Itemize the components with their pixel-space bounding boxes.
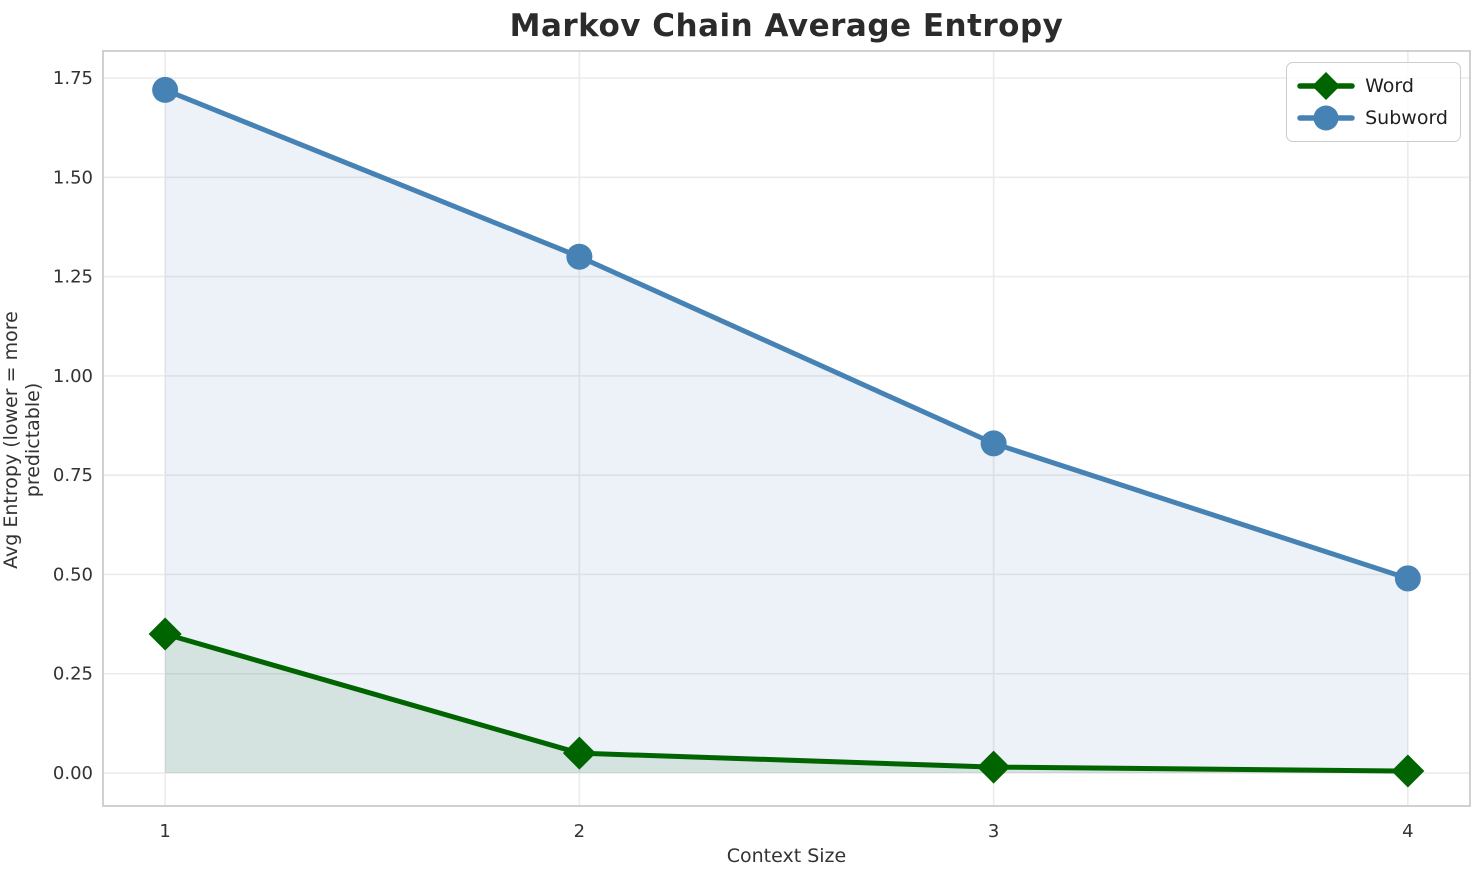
legend: Word Subword [1286, 62, 1461, 142]
x-tick-label: 3 [988, 821, 999, 842]
circle-marker-icon [1297, 105, 1355, 131]
series-lines [162, 87, 1411, 774]
diamond-marker-icon [1297, 72, 1355, 100]
series-markers [148, 76, 1425, 788]
marker-subword [566, 243, 593, 270]
y-tick-labels: 0.00 0.25 0.50 0.75 1.00 1.25 1.50 1.75 [53, 68, 93, 784]
y-tick-label: 0.00 [53, 763, 93, 784]
y-tick-label: 1.00 [53, 366, 93, 387]
line-subword [162, 87, 1411, 581]
y-tick-label: 0.75 [53, 465, 93, 486]
x-tick-labels: 1 2 3 4 [159, 821, 1413, 842]
y-tick-label: 1.25 [53, 267, 93, 288]
y-tick-label: 0.25 [53, 664, 93, 685]
line-word [162, 631, 1411, 774]
y-axis-label: Avg Entropy (lower = more predictable) [0, 311, 44, 569]
x-tick-label: 2 [574, 821, 585, 842]
plot-border [102, 50, 1471, 807]
legend-item-subword: Subword [1297, 103, 1448, 133]
area-fill-subword [165, 89, 1408, 774]
series-fills [165, 89, 1408, 774]
area-fill-word [165, 634, 1408, 774]
legend-item-word: Word [1297, 71, 1448, 101]
marker-subword [980, 430, 1007, 457]
y-tick-label: 0.50 [53, 564, 93, 585]
gridlines [103, 51, 1470, 806]
marker-subword [152, 76, 179, 103]
marker-word [977, 750, 1011, 784]
marker-word [1391, 754, 1425, 788]
x-tick-label: 4 [1402, 821, 1413, 842]
chart-title: Markov Chain Average Entropy [509, 8, 1064, 44]
y-tick-label: 1.75 [53, 68, 93, 89]
x-tick-label: 1 [159, 821, 170, 842]
marker-word [562, 736, 596, 770]
marker-word [148, 617, 182, 651]
marker-subword [1394, 565, 1421, 592]
legend-label: Word [1365, 74, 1414, 97]
x-axis-label: Context Size [726, 845, 847, 867]
y-tick-label: 1.50 [53, 167, 93, 188]
legend-label: Subword [1365, 106, 1448, 129]
